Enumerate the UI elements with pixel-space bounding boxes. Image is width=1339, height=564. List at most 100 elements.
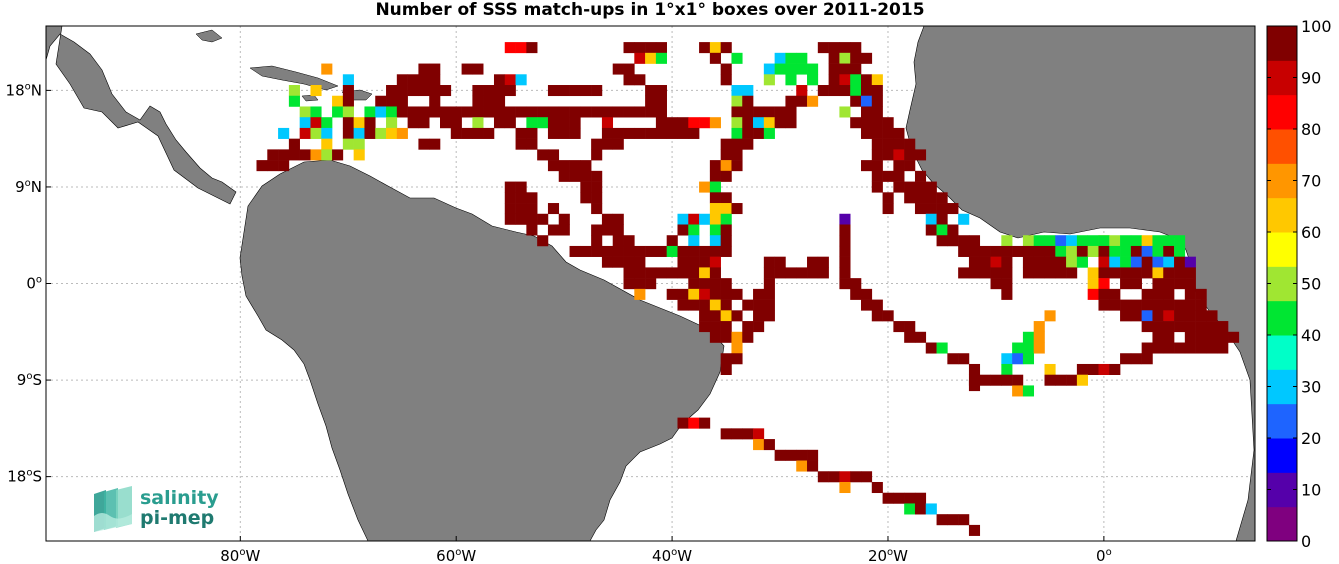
matchup-cell <box>526 203 538 215</box>
matchup-cell <box>947 224 959 236</box>
matchup-cell <box>860 127 873 139</box>
matchup-cell <box>1044 256 1056 268</box>
matchup-cell <box>1120 235 1132 247</box>
matchup-cell <box>342 127 354 139</box>
matchup-cell <box>342 106 354 118</box>
matchup-cell <box>418 138 430 150</box>
matchup-cell <box>709 192 721 204</box>
matchup-cell <box>860 52 873 64</box>
matchup-cell <box>807 449 819 461</box>
matchup-cell <box>504 42 516 54</box>
matchup-cell <box>936 224 948 236</box>
colorbar-swatch <box>1267 163 1297 199</box>
matchup-cell <box>828 63 840 75</box>
matchup-cell <box>720 170 732 182</box>
matchup-cell <box>925 213 937 225</box>
lat-tick-label: 0o <box>26 275 42 293</box>
matchup-cell <box>720 224 732 236</box>
matchup-cell <box>828 42 840 54</box>
matchup-cell <box>1163 331 1175 343</box>
matchup-cell <box>547 127 560 139</box>
land-central-america <box>45 25 237 205</box>
matchup-cell <box>1141 267 1153 279</box>
matchup-cell <box>763 127 775 139</box>
matchup-cell <box>278 127 290 139</box>
matchup-cell <box>364 127 376 139</box>
matchup-cell <box>699 42 711 54</box>
matchup-cell <box>612 138 624 150</box>
matchup-cell <box>612 63 624 75</box>
matchup-cell <box>591 181 603 193</box>
colorbar-swatch <box>1267 232 1297 267</box>
colorbar-tick-label: 80 <box>1301 120 1321 139</box>
matchup-cell <box>1012 385 1024 397</box>
matchup-cell <box>612 127 624 139</box>
matchup-cell <box>731 203 743 215</box>
matchup-cell <box>591 170 603 182</box>
matchup-cell <box>299 127 311 139</box>
matchup-cell <box>904 503 916 515</box>
matchup-cell <box>655 42 667 54</box>
matchup-cell <box>979 267 991 279</box>
matchup-cell <box>558 106 570 118</box>
matchup-cell <box>1109 235 1121 247</box>
matchup-cell <box>914 192 927 204</box>
matchup-cell <box>634 256 646 268</box>
matchup-cell <box>1163 245 1175 257</box>
matchup-cell <box>968 256 981 268</box>
matchup-cell <box>472 117 484 129</box>
matchup-cell <box>817 267 829 279</box>
matchup-cell <box>461 106 473 118</box>
matchup-cell <box>332 95 344 107</box>
matchup-cell <box>1195 299 1207 311</box>
matchup-cell <box>731 117 743 129</box>
matchup-cell <box>515 203 527 215</box>
matchup-cell <box>807 95 819 107</box>
matchup-cell <box>1044 245 1056 257</box>
matchup-cell <box>1120 299 1132 311</box>
matchup-cell <box>569 85 581 97</box>
matchup-cell <box>763 63 775 75</box>
lat-tick-label: 18oN <box>6 81 42 99</box>
matchup-cell <box>1163 321 1175 333</box>
matchup-cell <box>515 74 527 86</box>
colorbar-swatch <box>1267 94 1297 130</box>
lon-tick-label: 40oW <box>652 547 692 564</box>
matchup-cell <box>807 256 819 268</box>
matchup-cell <box>1098 299 1110 311</box>
matchup-cell <box>515 213 527 225</box>
matchup-cell <box>612 224 624 236</box>
matchup-cell <box>1195 342 1207 354</box>
matchup-cell <box>1076 363 1088 375</box>
matchup-cell <box>709 203 721 215</box>
matchup-cell <box>893 181 905 193</box>
matchup-cell <box>1120 267 1132 279</box>
matchup-cell <box>1206 321 1218 333</box>
matchup-cell <box>958 514 970 526</box>
matchup-cell <box>839 85 851 97</box>
matchup-cell <box>537 149 549 161</box>
matchup-cell <box>709 299 721 311</box>
matchup-cell <box>839 278 851 290</box>
matchup-cell <box>720 363 732 375</box>
matchup-cell <box>483 95 495 107</box>
matchup-cell <box>807 460 819 472</box>
land-south-america <box>239 159 725 542</box>
matchup-cell <box>796 63 808 75</box>
matchup-cell <box>1044 267 1056 279</box>
matchup-cell <box>904 192 916 204</box>
matchup-cell <box>386 127 398 139</box>
matchup-cell <box>753 127 765 139</box>
matchup-cell <box>774 63 786 75</box>
matchup-cell <box>601 256 614 268</box>
matchup-cell <box>526 42 538 54</box>
matchup-cell <box>580 192 592 204</box>
matchup-cell <box>645 245 657 257</box>
colorbar-tick-label: 100 <box>1301 17 1332 36</box>
matchup-cell <box>537 235 549 247</box>
matchup-cell <box>1076 245 1088 257</box>
colorbar-tick-label: 50 <box>1301 275 1321 294</box>
matchup-cell <box>547 106 560 118</box>
matchup-cell <box>785 63 797 75</box>
matchup-cell <box>774 52 786 64</box>
